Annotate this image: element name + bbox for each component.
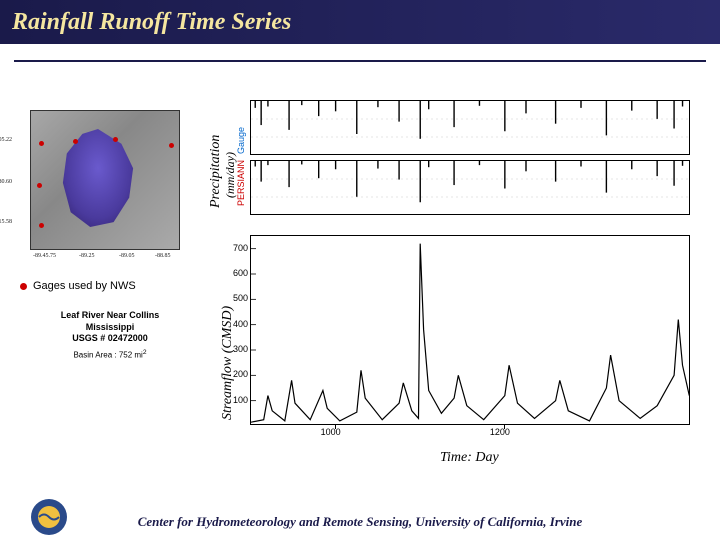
chart-area: 100200300400500600700 10001200 bbox=[250, 100, 700, 460]
ylabel-precip: Precipitation bbox=[208, 135, 224, 208]
legend-gages: Gages used by NWS bbox=[20, 280, 200, 292]
ytick-label: 200 bbox=[222, 369, 248, 379]
content-area: -32.05.22 -32.80.60 -31.15.58 -89.45.75 … bbox=[0, 80, 720, 480]
gauge-dot-icon bbox=[39, 223, 44, 228]
ytick-label: 400 bbox=[222, 319, 248, 329]
gauge-dot-icon bbox=[73, 139, 78, 144]
lat-tick: -32.80.60 bbox=[0, 179, 12, 185]
lon-tick: -89.45.75 bbox=[33, 253, 56, 259]
series-label-gauge: Gauge bbox=[236, 127, 246, 154]
ytick-label: 100 bbox=[222, 395, 248, 405]
xtick-label: 1200 bbox=[490, 427, 510, 437]
title-bar: Rainfall Runoff Time Series bbox=[0, 0, 720, 44]
streamflow-panel bbox=[250, 235, 690, 425]
legend-marker-icon bbox=[20, 283, 27, 290]
caption-line: USGS # 02472000 bbox=[20, 333, 200, 345]
ytick-label: 700 bbox=[222, 243, 248, 253]
xlabel-time: Time: Day bbox=[440, 450, 499, 466]
lat-tick: -32.05.22 bbox=[0, 137, 12, 143]
precip-panel-gauge bbox=[250, 160, 690, 215]
caption-area: Basin Area : 752 mi2 bbox=[20, 349, 200, 361]
xtick-label: 1000 bbox=[321, 427, 341, 437]
footer-text: Center for Hydrometeorology and Remote S… bbox=[0, 514, 720, 530]
gauge-dot-icon bbox=[37, 183, 42, 188]
site-caption: Leaf River Near Collins Mississippi USGS… bbox=[20, 310, 200, 361]
page-title: Rainfall Runoff Time Series bbox=[12, 9, 291, 36]
ytick-label: 600 bbox=[222, 268, 248, 278]
basin-map: -32.05.22 -32.80.60 -31.15.58 -89.45.75 … bbox=[30, 110, 180, 250]
caption-line: Mississippi bbox=[20, 322, 200, 334]
gauge-dot-icon bbox=[169, 143, 174, 148]
left-column: -32.05.22 -32.80.60 -31.15.58 -89.45.75 … bbox=[20, 110, 200, 361]
gauge-dot-icon bbox=[39, 141, 44, 146]
gauge-dot-icon bbox=[113, 137, 118, 142]
caption-line: Leaf River Near Collins bbox=[20, 310, 200, 322]
lon-tick: -88.85 bbox=[155, 253, 171, 259]
series-label-persiann: PERSIANN bbox=[236, 160, 246, 206]
lon-tick: -89.05 bbox=[119, 253, 135, 259]
basin-shape bbox=[59, 129, 137, 227]
ytick-label: 300 bbox=[222, 344, 248, 354]
ytick-label: 500 bbox=[222, 293, 248, 303]
lat-tick: -31.15.58 bbox=[0, 219, 12, 225]
legend-label: Gages used by NWS bbox=[33, 280, 136, 292]
lon-tick: -89.25 bbox=[79, 253, 95, 259]
precip-panel-persiann bbox=[250, 100, 690, 155]
divider bbox=[14, 60, 706, 62]
